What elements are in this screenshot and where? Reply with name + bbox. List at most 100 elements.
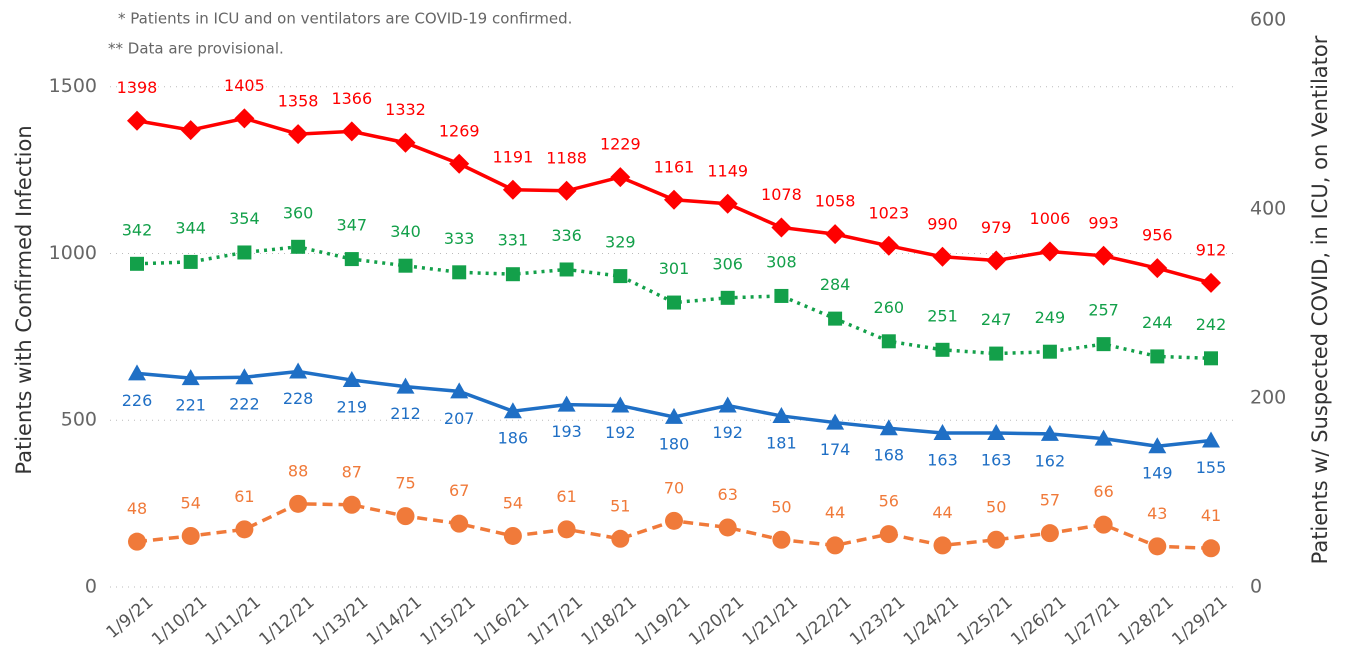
y2-tick-label: 600 (1250, 9, 1286, 31)
marker (667, 295, 681, 310)
x-tick-label: 1/18/21 (578, 592, 641, 646)
value-label: 163 (927, 450, 958, 469)
value-label: 75 (395, 474, 415, 493)
value-label: 61 (234, 487, 254, 506)
marker (881, 334, 896, 349)
value-label: 67 (449, 481, 469, 500)
value-label: 163 (981, 450, 1012, 469)
value-label: 192 (605, 423, 636, 442)
marker (450, 514, 469, 533)
x-tick-label: 1/20/21 (685, 592, 748, 646)
marker (611, 396, 630, 413)
value-label: 222 (229, 395, 260, 414)
x-tick-label: 1/17/21 (524, 592, 587, 646)
marker (826, 413, 845, 430)
marker (774, 288, 789, 303)
marker (181, 369, 200, 386)
marker (503, 402, 522, 419)
marker (130, 256, 144, 271)
value-label: 1405 (224, 76, 265, 95)
marker (234, 108, 255, 129)
y2-tick-label: 0 (1250, 576, 1262, 598)
marker (1148, 437, 1167, 454)
value-label: 251 (927, 306, 958, 325)
y2-tick-label: 400 (1250, 198, 1286, 220)
marker (557, 395, 576, 412)
x-tick-label: 1/19/21 (631, 592, 694, 646)
value-label: 149 (1142, 464, 1173, 483)
marker (344, 252, 359, 267)
value-label: 344 (175, 218, 206, 237)
value-label: 54 (181, 493, 201, 512)
marker (717, 193, 738, 214)
marker (720, 290, 735, 305)
value-label: 1023 (868, 203, 909, 222)
value-label: 228 (283, 389, 314, 408)
value-label: 50 (986, 497, 1006, 516)
value-label: 956 (1142, 226, 1173, 245)
value-label: 260 (874, 298, 905, 317)
x-tick-label: 1/13/21 (309, 592, 372, 646)
value-label: 354 (229, 209, 260, 228)
value-label: 219 (337, 398, 368, 417)
marker (502, 179, 523, 200)
value-label: 44 (825, 503, 845, 522)
value-label: 1188 (546, 148, 587, 167)
marker (1150, 349, 1165, 364)
value-label: 44 (932, 503, 952, 522)
marker (128, 364, 146, 381)
marker (237, 245, 252, 260)
marker (127, 110, 147, 131)
value-label: 181 (766, 433, 797, 452)
value-label: 56 (879, 492, 899, 511)
marker (986, 250, 1007, 271)
value-label: 301 (659, 259, 690, 278)
marker (342, 371, 361, 388)
marker (718, 396, 737, 413)
marker (1039, 241, 1060, 262)
value-label: 186 (498, 429, 529, 448)
marker (665, 407, 683, 424)
value-label: 48 (127, 499, 147, 518)
marker (987, 423, 1006, 440)
value-label: 221 (175, 396, 206, 415)
value-label: 342 (122, 220, 153, 239)
y-tick-label: 1500 (49, 75, 97, 97)
marker (879, 419, 898, 436)
value-label: 284 (820, 275, 851, 294)
x-tick-label: 1/26/21 (1007, 592, 1070, 646)
value-label: 57 (1040, 491, 1060, 510)
marker (291, 239, 306, 254)
value-label: 1398 (117, 78, 158, 97)
marker (235, 520, 254, 539)
marker (613, 269, 628, 284)
marker (1204, 351, 1218, 366)
marker (935, 342, 950, 357)
marker (342, 495, 361, 514)
marker (826, 536, 845, 555)
value-label: 347 (337, 216, 368, 235)
value-label: 88 (288, 461, 308, 480)
marker (180, 120, 201, 141)
marker (772, 530, 791, 549)
x-tick-label: 1/27/21 (1061, 592, 1124, 646)
x-tick-label: 1/21/21 (739, 592, 802, 646)
value-label: 333 (444, 229, 475, 248)
value-label: 1366 (331, 89, 372, 108)
value-label: 1358 (278, 92, 319, 111)
value-label: 360 (283, 203, 314, 222)
marker (665, 511, 683, 530)
note: * Patients in ICU and on ventilators are… (118, 10, 572, 28)
value-label: 50 (771, 497, 791, 516)
value-label: 257 (1088, 301, 1119, 320)
x-tick-label: 1/11/21 (202, 592, 265, 646)
marker (987, 530, 1006, 549)
marker (505, 267, 520, 282)
x-tick-label: 1/24/21 (900, 592, 963, 646)
marker (989, 346, 1004, 361)
marker (235, 368, 254, 385)
x-tick-label: 1/23/21 (846, 592, 909, 646)
marker (664, 189, 684, 210)
x-tick-label: 1/25/21 (954, 592, 1017, 646)
marker (398, 258, 413, 273)
